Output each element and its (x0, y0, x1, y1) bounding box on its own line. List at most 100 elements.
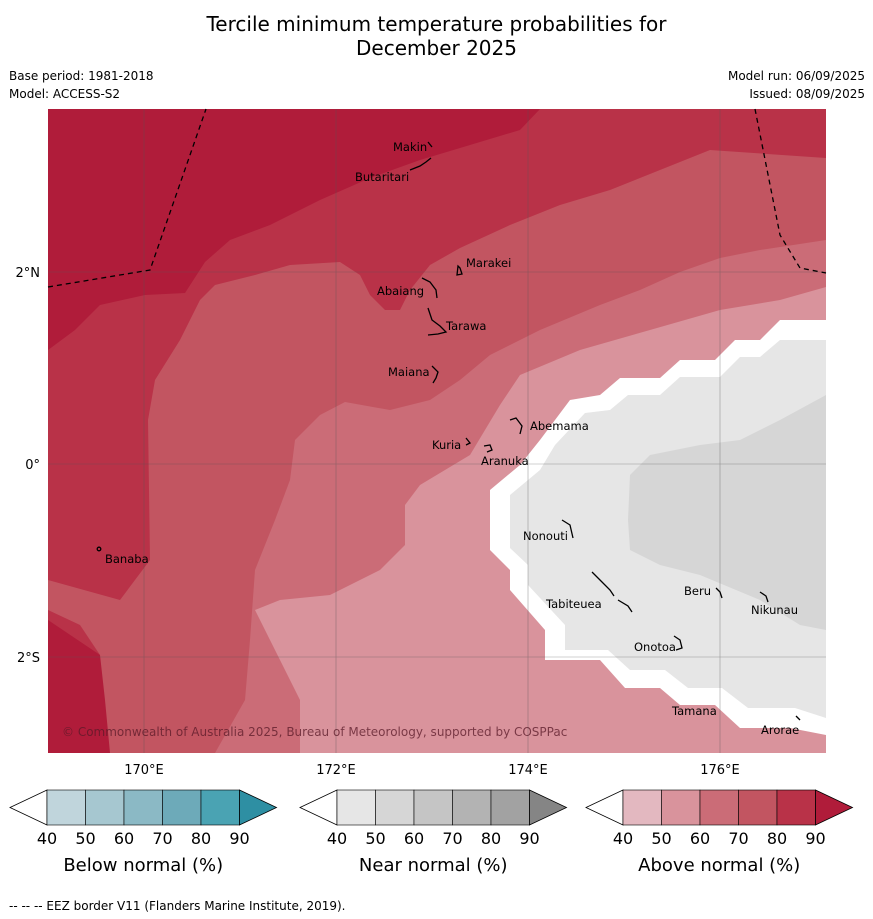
above-colorbar-tick: 80 (767, 829, 787, 848)
above-colorbar-tick: 40 (613, 829, 633, 848)
field-near-50 (628, 395, 826, 630)
near-colorbar-tick: 70 (442, 829, 462, 848)
below-colorbar-tick: 80 (191, 829, 211, 848)
title-line-1: Tercile minimum temperature probabilitie… (206, 12, 667, 36)
island-makin (427, 141, 433, 148)
near-colorbar-extend-high (529, 789, 568, 826)
near-colorbar-extend-low (299, 789, 338, 826)
label-makin: Makin (393, 140, 427, 154)
lon-label-170e: 170°E (124, 763, 164, 778)
island-banaba (96, 546, 102, 552)
label-beru: Beru (684, 584, 711, 598)
eez-borders (47, 108, 827, 288)
near-colorbar-segment (413, 789, 453, 826)
colorbar-below-normal: 40 50 60 70 80 90 Below normal (%) (9, 789, 278, 876)
island-marakei (456, 264, 463, 276)
eez-border-east (754, 108, 827, 274)
island-abaiang (421, 277, 438, 299)
below-colorbar-segment (46, 789, 86, 826)
above-colorbar-tick: 90 (805, 829, 825, 848)
label-kuria: Kuria (432, 438, 461, 452)
above-colorbar-segment (776, 789, 816, 826)
label-banaba: Banaba (105, 552, 149, 566)
label-abemama: Abemama (530, 419, 589, 433)
label-arorae: Arorae (761, 723, 799, 737)
above-colorbar-tick: 70 (728, 829, 748, 848)
below-colorbar-segment (123, 789, 163, 826)
above-colorbar-segment (699, 789, 739, 826)
label-aranuka: Aranuka (481, 454, 529, 468)
lon-label-172e: 172°E (316, 763, 356, 778)
near-colorbar-segment (336, 789, 376, 826)
above-colorbar-extend-high (815, 789, 854, 826)
island-tabiteuea-north (591, 571, 615, 597)
colorbar-near-normal: 40 50 60 70 80 90 Near normal (%) (299, 789, 568, 876)
island-nikunau (759, 591, 769, 603)
copyright-text: © Commonwealth of Australia 2025, Bureau… (62, 725, 567, 739)
eez-footnote: -- -- -- EEZ border V11 (Flanders Marine… (9, 899, 346, 913)
above-colorbar-extend-low (585, 789, 624, 826)
label-tabiteuea: Tabiteuea (545, 597, 602, 611)
above-colorbar-segment (738, 789, 778, 826)
island-abemama (509, 417, 523, 435)
above-colorbar-label: Above normal (%) (638, 855, 800, 876)
title-line-2: December 2025 (356, 36, 517, 60)
label-tarawa: Tarawa (445, 319, 486, 333)
island-arorae (795, 715, 801, 721)
below-colorbar-tick: 70 (152, 829, 172, 848)
island-shapes (96, 141, 801, 721)
label-maiana: Maiana (388, 365, 430, 379)
near-colorbar-segment (375, 789, 415, 826)
near-colorbar-tick: 60 (404, 829, 424, 848)
near-colorbar-tick: 40 (327, 829, 347, 848)
above-colorbar-tick: 60 (690, 829, 710, 848)
lon-label-174e: 174°E (508, 763, 548, 778)
below-colorbar-tick: 60 (114, 829, 134, 848)
label-nonouti: Nonouti (523, 529, 568, 543)
label-tamana: Tamana (671, 704, 717, 718)
island-tabiteuea-south (617, 599, 633, 613)
island-tarawa (427, 307, 448, 336)
island-aranuka (483, 444, 493, 453)
colorbar-above-normal: 40 50 60 70 80 90 Above normal (%) (585, 789, 854, 876)
lat-label-0: 0° (25, 458, 40, 473)
label-marakei: Marakei (466, 256, 511, 270)
near-colorbar-segment (490, 789, 530, 826)
meta-left: Base period: 1981-2018 Model: ACCESS-S2 (9, 67, 154, 103)
below-colorbar-segment (162, 789, 202, 826)
gridlines (48, 109, 826, 753)
near-colorbar-segment (452, 789, 492, 826)
island-beru (715, 587, 723, 599)
near-colorbar-tick: 90 (519, 829, 539, 848)
below-colorbar-label: Below normal (%) (63, 855, 223, 876)
lat-label-2s: 2°S (17, 651, 40, 666)
lon-label-176e: 176°E (700, 763, 740, 778)
below-colorbar-segment (200, 789, 240, 826)
island-maiana (431, 365, 439, 384)
below-colorbar-tick: 40 (37, 829, 57, 848)
above-colorbar-tick: 50 (651, 829, 671, 848)
label-onotoa: Onotoa (634, 640, 676, 654)
near-colorbar-label: Near normal (%) (359, 855, 508, 876)
below-colorbar-extend-high (239, 789, 278, 826)
near-colorbar-tick: 50 (365, 829, 385, 848)
island-butaritari (409, 157, 432, 171)
issued-date: Issued: 08/09/2025 (749, 87, 865, 101)
above-colorbar-segment (661, 789, 701, 826)
near-colorbar-tick: 80 (481, 829, 501, 848)
chart-title: Tercile minimum temperature probabilitie… (0, 12, 873, 60)
island-kuria (465, 437, 472, 446)
base-period: Base period: 1981-2018 (9, 69, 154, 83)
model-name: Model: ACCESS-S2 (9, 87, 121, 101)
meta-right: Model run: 06/09/2025 Issued: 08/09/2025 (728, 67, 865, 103)
label-nikunau: Nikunau (751, 603, 798, 617)
below-colorbar-tick: 90 (229, 829, 249, 848)
below-colorbar-extend-low (9, 789, 48, 826)
above-colorbar-segment (622, 789, 662, 826)
below-colorbar-segment (85, 789, 125, 826)
island-nonouti (561, 519, 574, 539)
model-run: Model run: 06/09/2025 (727, 69, 865, 83)
lat-label-2n: 2°N (16, 266, 41, 281)
below-colorbar-tick: 50 (75, 829, 95, 848)
